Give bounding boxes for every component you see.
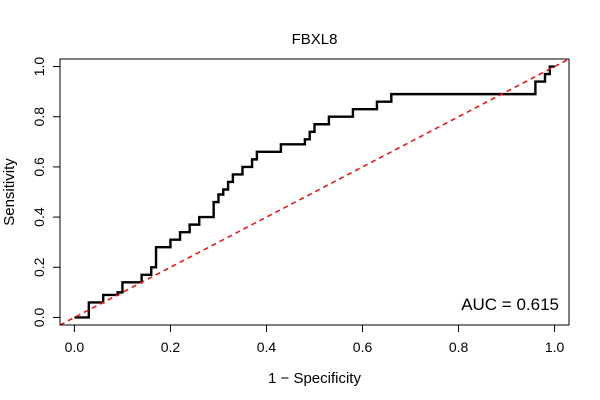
y-axis-label: Sensitivity [1,158,18,226]
y-tick-label: 0.6 [31,157,47,177]
chart-title: FBXL8 [292,31,338,48]
y-tick-label: 1.0 [31,57,47,77]
y-tick-label: 0.4 [31,207,47,227]
y-tick-label: 0.2 [31,257,47,277]
y-tick-label: 0.8 [31,107,47,127]
x-tick-label: 0.2 [161,339,181,355]
plot-data-layer [59,58,570,326]
roc-curve [74,65,555,319]
x-tick-label: 0.4 [257,339,277,355]
plot-frame [59,58,570,326]
auc-annotation: AUC = 0.615 [461,295,559,314]
y-tick-label: 0.0 [31,308,47,328]
x-tick-label: 0.8 [449,339,469,355]
x-tick-label: 0.0 [65,339,85,355]
reference-line [59,58,570,326]
x-tick-label: 1.0 [545,339,565,355]
y-axis: 0.0 0.2 0.4 0.6 0.8 1.0 [31,57,60,328]
x-axis-label: 1 − Specificity [268,370,361,387]
x-axis: 0.0 0.2 0.4 0.6 0.8 1.0 [65,325,565,355]
x-tick-label: 0.6 [353,339,373,355]
